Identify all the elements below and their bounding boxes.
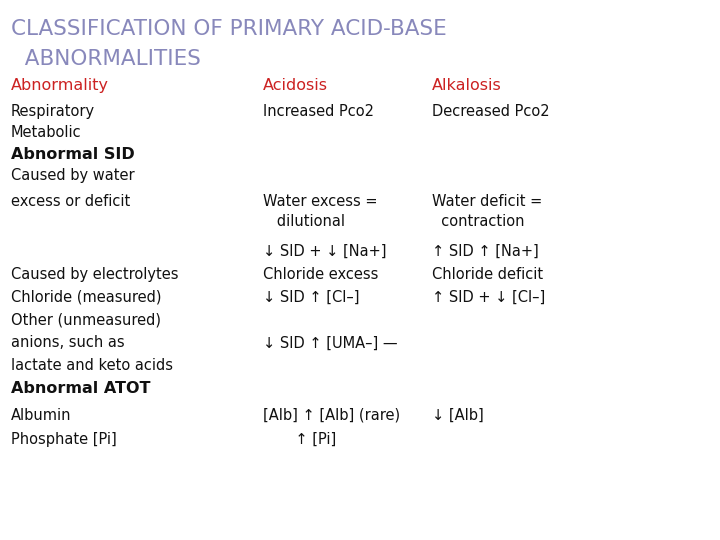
Text: Phosphate [Pi]: Phosphate [Pi] xyxy=(11,432,117,447)
Text: anions, such as: anions, such as xyxy=(11,335,125,350)
Text: Respiratory: Respiratory xyxy=(11,104,95,119)
Text: Water excess =
   dilutional: Water excess = dilutional xyxy=(263,194,377,228)
Text: ↑ SID ↑ [Na+]: ↑ SID ↑ [Na+] xyxy=(432,244,539,259)
Text: ↓ SID ↑ [UMA–] —: ↓ SID ↑ [UMA–] — xyxy=(263,335,397,350)
Text: Acidosis: Acidosis xyxy=(263,78,328,93)
Text: lactate and keto acids: lactate and keto acids xyxy=(11,358,173,373)
Text: Chloride deficit: Chloride deficit xyxy=(432,267,543,282)
Text: Chloride excess: Chloride excess xyxy=(263,267,378,282)
Text: ABNORMALITIES: ABNORMALITIES xyxy=(11,49,201,69)
Text: ↓ [Alb]: ↓ [Alb] xyxy=(432,408,484,423)
Text: Decreased Pco2: Decreased Pco2 xyxy=(432,104,549,119)
Text: ↓ SID + ↓ [Na+]: ↓ SID + ↓ [Na+] xyxy=(263,244,387,259)
Text: Albumin: Albumin xyxy=(11,408,71,423)
Text: Other (unmeasured): Other (unmeasured) xyxy=(11,313,161,328)
Text: [Alb] ↑ [Alb] (rare): [Alb] ↑ [Alb] (rare) xyxy=(263,408,400,423)
Text: Abnormality: Abnormality xyxy=(11,78,109,93)
Text: Increased Pco2: Increased Pco2 xyxy=(263,104,374,119)
Text: CLASSIFICATION OF PRIMARY ACID-BASE: CLASSIFICATION OF PRIMARY ACID-BASE xyxy=(11,19,446,39)
Text: Alkalosis: Alkalosis xyxy=(432,78,502,93)
Text: ↑ [Pi]: ↑ [Pi] xyxy=(263,432,336,447)
Text: Caused by electrolytes: Caused by electrolytes xyxy=(11,267,179,282)
Text: Abnormal SID: Abnormal SID xyxy=(11,147,135,162)
Text: ↑ SID + ↓ [Cl–]: ↑ SID + ↓ [Cl–] xyxy=(432,290,545,305)
Text: Metabolic: Metabolic xyxy=(11,125,81,140)
Text: Chloride (measured): Chloride (measured) xyxy=(11,290,161,305)
Text: excess or deficit: excess or deficit xyxy=(11,194,130,210)
Text: ↓ SID ↑ [Cl–]: ↓ SID ↑ [Cl–] xyxy=(263,290,359,305)
Text: Caused by water: Caused by water xyxy=(11,168,135,184)
Text: Abnormal ATOT: Abnormal ATOT xyxy=(11,381,150,396)
Text: Water deficit =
  contraction: Water deficit = contraction xyxy=(432,194,542,228)
